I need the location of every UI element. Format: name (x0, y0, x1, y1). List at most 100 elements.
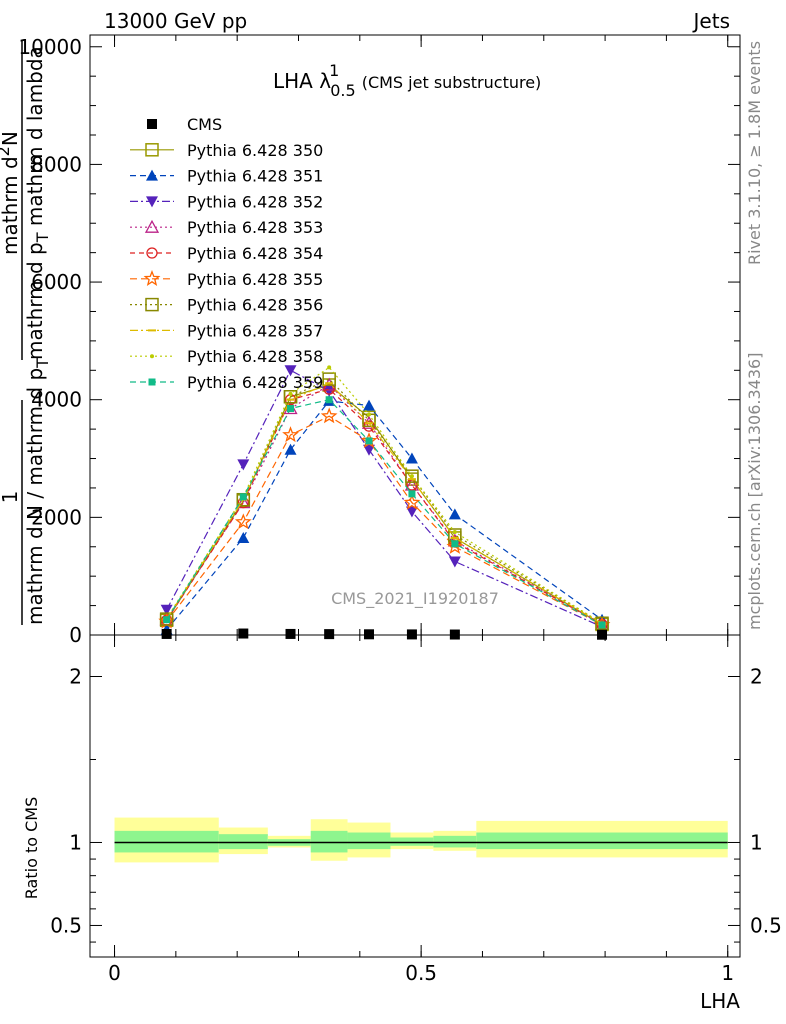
legend-marker-cms (147, 119, 157, 129)
cms-point-1 (238, 628, 249, 639)
legend: CMS Pythia 6.428 350 Pythia 6.428 351 Pythi… (130, 115, 323, 392)
series-point-9-2 (287, 405, 295, 413)
title-main: LHA λ1 0.5 (CMS jet substructure) (273, 61, 541, 100)
legend-label-2: Pythia 6.428 352 (187, 192, 323, 211)
series-line-9 (166, 399, 603, 626)
series-point-8-4 (367, 412, 372, 417)
series-point-9-3 (325, 396, 333, 404)
series-point-1-6 (448, 508, 461, 520)
axis-ticks (90, 35, 740, 957)
y-top-tick-label-2: 4000 (31, 388, 82, 412)
cms-point-4 (364, 629, 375, 640)
legend-marker-9 (148, 378, 156, 386)
series-point-8-5 (409, 474, 414, 479)
series-point-5-3 (320, 407, 338, 424)
cms-point-2 (285, 628, 296, 639)
series-point-9-0 (163, 616, 171, 624)
series-point-1-5 (405, 452, 418, 464)
y-top-tick-label-5: 10000 (18, 35, 82, 59)
y-bottom-tick-label-r-2: 2 (750, 664, 763, 688)
x-tick-label-2: 1 (721, 961, 734, 985)
header-right: Jets (692, 9, 730, 33)
legend-marker-8 (150, 354, 154, 359)
legend-marker-6 (145, 297, 159, 312)
y-bottom-tick-label-l-1: 1 (69, 830, 82, 854)
ratio-bands (114, 817, 728, 863)
y-axis-label-bottom: Ratio to CMS (22, 797, 41, 899)
legend-marker-2 (146, 196, 158, 208)
y-label-frac-den: mathrm d pT mathrm d lambda (23, 46, 52, 360)
y-bottom-tick-label-r-1: 1 (750, 830, 763, 854)
y-top-tick-label-4: 8000 (31, 152, 82, 176)
header-left: 13000 GeV pp (104, 9, 247, 33)
series-point-9-7 (598, 621, 606, 629)
series-point-6-5 (405, 469, 419, 483)
legend-marker-1 (146, 169, 158, 181)
legend-label-5: Pythia 6.428 355 (187, 270, 323, 289)
ratio-band-inner-4 (347, 832, 391, 850)
rivet-label: Rivet 3.1.10, ≥ 1.8M events (745, 41, 764, 265)
legend-marker-4 (146, 247, 158, 259)
legend-marker-5 (143, 270, 161, 286)
y-label-den: mathrm d N / mathrm d pT (23, 358, 52, 625)
series-group (158, 365, 611, 635)
series-point-5-2 (282, 426, 299, 443)
series-point-9-6 (451, 540, 459, 548)
series-point-1-2 (284, 443, 297, 455)
series-point-2-4 (363, 444, 376, 456)
series-point-9-5 (408, 490, 416, 498)
series-line-5 (166, 415, 603, 626)
y-bottom-tick-label-l-0: 0.5 (50, 913, 82, 937)
y-axis-label-top: 1 mathrm d N / mathrm d pT mathrm d2N ma… (0, 40, 52, 625)
y-top-tick-label-3: 6000 (31, 270, 82, 294)
x-tick-label-0: 0 (108, 961, 121, 985)
cms-point-3 (324, 629, 335, 640)
mcplots-label: mcplots.cern.ch [arXiv:1306.3436] (745, 353, 764, 630)
series-point-8-3 (327, 365, 332, 370)
bottom-panel-frame (89, 634, 741, 958)
ratio-band-inner-6 (433, 835, 477, 848)
series-point-2-5 (405, 506, 418, 518)
y-top-tick-label-1: 2000 (31, 505, 82, 529)
cms-data-points (161, 628, 608, 640)
series-point-2-0 (160, 604, 173, 616)
series-point-9-4 (365, 437, 373, 445)
series-point-5-6 (446, 538, 464, 554)
series-point-8-2 (288, 391, 293, 396)
legend-label-1: Pythia 6.428 351 (187, 167, 323, 186)
x-axis-label: LHA (700, 989, 740, 1013)
series-point-2-2 (284, 365, 297, 377)
ratio-band-inner-5 (390, 837, 434, 846)
series-point-6-3 (322, 372, 336, 386)
plot-title: LHA λ1 0.5 (CMS jet substructure) (273, 61, 541, 100)
ratio-band-inner-1 (218, 834, 268, 850)
analysis-watermark: CMS_2021_I1920187 (331, 589, 499, 609)
series-line-8 (166, 366, 603, 624)
legend-marker-3 (144, 219, 160, 233)
series-9 (163, 396, 606, 629)
series-point-2-1 (237, 459, 250, 471)
series-point-1-4 (363, 399, 376, 411)
legend-label-8: Pythia 6.428 358 (187, 347, 323, 366)
ratio-band-inner-3 (310, 830, 348, 853)
series-7 (162, 382, 607, 625)
series-point-9-1 (239, 493, 247, 501)
series-line-4 (166, 388, 603, 625)
y-bottom-tick-label-l-2: 2 (69, 664, 82, 688)
legend-label-4: Pythia 6.428 354 (187, 244, 323, 263)
axis-tick-labels: 0 0.5 1 0 2000 4000 6000 8000 10000 0.5 0.5 1 1 2 2 (18, 35, 781, 985)
y-label-frac-num: mathrm d2N (0, 131, 22, 255)
ratio-band-inner-0 (114, 830, 219, 853)
series-point-8-6 (452, 530, 457, 535)
legend-label-0: Pythia 6.428 350 (187, 141, 323, 160)
legend-label-3: Pythia 6.428 353 (187, 218, 323, 237)
y-top-tick-label-0: 0 (69, 623, 82, 647)
y-label-one: 1 (0, 491, 22, 504)
cms-point-7 (597, 629, 608, 640)
series-point-6-0 (159, 612, 174, 626)
series-point-5-1 (234, 513, 252, 530)
cms-point-6 (449, 629, 460, 640)
cms-point-5 (406, 629, 417, 640)
ratio-band-inner-7 (476, 832, 728, 850)
